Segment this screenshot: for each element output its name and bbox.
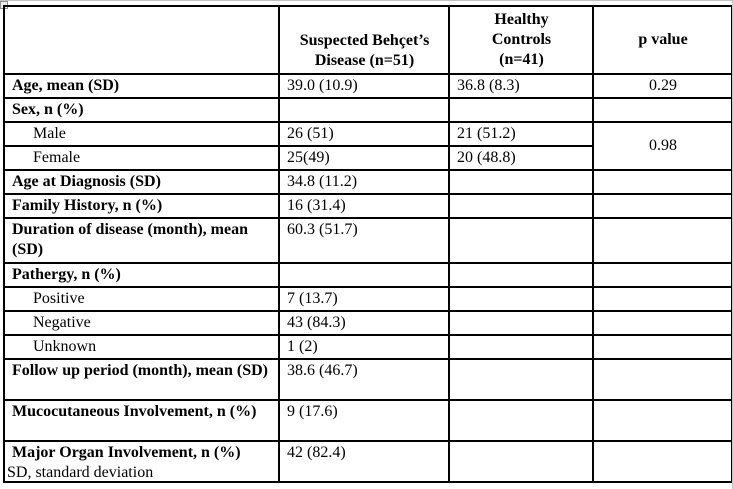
p-value-cell <box>592 286 732 312</box>
value-cell <box>278 262 450 288</box>
col-header-suspected-behcets-disease: Suspected Behçet’s Disease (n=51) <box>278 5 450 75</box>
row-label: Male <box>3 121 280 147</box>
value-cell <box>448 193 594 219</box>
value-cell: 60.3 (51.7) <box>278 217 450 264</box>
table-row-age: Age, mean (SD) 39.0 (10.9) 36.8 (8.3) 0.… <box>3 73 732 99</box>
value-cell <box>448 358 594 401</box>
table-row-pathergy-unknown: Unknown 1 (2) <box>3 334 732 360</box>
table-row-family-history: Family History, n (%) 16 (31.4) <box>3 193 732 219</box>
header-line: Healthy <box>494 11 549 28</box>
table-row-mucocutaneous: Mucocutaneous Involvement, n (%) 9 (17.6… <box>3 399 732 442</box>
table-row-sex: Sex, n (%) <box>3 97 732 123</box>
row-label: Mucocutaneous Involvement, n (%) <box>3 399 280 442</box>
table-row-pathergy-negative: Negative 43 (84.3) <box>3 310 732 336</box>
header-line: p value <box>638 31 688 48</box>
table-row-follow-up: Follow up period (month), mean (SD) 38.6… <box>3 358 732 401</box>
row-label: Sex, n (%) <box>3 97 280 123</box>
p-value-cell <box>592 97 732 123</box>
col-header-empty <box>3 5 280 75</box>
table-header-row: Suspected Behçet’s Disease (n=51) Health… <box>3 5 732 75</box>
value-cell <box>448 440 594 483</box>
row-label: Age, mean (SD) <box>3 73 280 99</box>
value-cell: 7 (13.7) <box>278 286 450 312</box>
row-label: Female <box>3 145 280 171</box>
p-value-cell <box>592 193 732 219</box>
value-cell: 21 (51.2) <box>448 121 594 147</box>
value-cell: 9 (17.6) <box>278 399 450 442</box>
value-cell: 25(49) <box>278 145 450 171</box>
header-line: (n=41) <box>499 51 544 68</box>
value-cell <box>448 286 594 312</box>
value-cell: 43 (84.3) <box>278 310 450 336</box>
table-row-female: Female 25(49) 20 (48.8) <box>3 145 732 171</box>
p-value-cell <box>592 399 732 442</box>
row-label: Positive <box>3 286 280 312</box>
value-cell: 34.8 (11.2) <box>278 169 450 195</box>
row-label: Duration of disease (month), mean (SD) <box>3 217 280 264</box>
header-line: Controls <box>491 31 552 48</box>
value-cell: 26 (51) <box>278 121 450 147</box>
table-row-age-at-diagnosis: Age at Diagnosis (SD) 34.8 (11.2) <box>3 169 732 195</box>
value-cell: 1 (2) <box>278 334 450 360</box>
header-line: Disease (n=51) <box>314 52 415 69</box>
p-value-cell <box>592 169 732 195</box>
value-cell: 36.8 (8.3) <box>448 73 594 99</box>
row-label: Negative <box>3 310 280 336</box>
p-value-cell <box>592 262 732 288</box>
table-row-major-organ: Major Organ Involvement, n (%) 42 (82.4) <box>3 440 732 483</box>
value-cell <box>448 310 594 336</box>
value-cell <box>278 97 450 123</box>
p-value-cell <box>592 440 732 483</box>
table-footnote: SD, standard deviation <box>7 464 154 481</box>
value-cell: 16 (31.4) <box>278 193 450 219</box>
value-cell <box>448 169 594 195</box>
p-value-cell <box>592 334 732 360</box>
table-row-duration: Duration of disease (month), mean (SD) 6… <box>3 217 732 264</box>
table-row-male: Male 26 (51) 21 (51.2) 0.98 <box>3 121 732 171</box>
value-cell: 38.6 (46.7) <box>278 358 450 401</box>
row-label: Age at Diagnosis (SD) <box>3 169 280 195</box>
value-cell <box>448 97 594 123</box>
col-header-p-value: p value <box>592 5 732 75</box>
table-row-pathergy: Pathergy, n (%) <box>3 262 732 288</box>
row-label: Major Organ Involvement, n (%) <box>3 440 280 483</box>
row-label: Follow up period (month), mean (SD) <box>3 358 280 401</box>
value-cell <box>448 399 594 442</box>
value-cell <box>448 262 594 288</box>
col-header-healthy-controls: Healthy Controls (n=41) <box>448 5 594 75</box>
value-cell: 20 (48.8) <box>448 145 594 171</box>
baseline-characteristics-table: Suspected Behçet’s Disease (n=51) Health… <box>3 5 732 483</box>
row-label: Family History, n (%) <box>3 193 280 219</box>
p-value-cell-sex: 0.98 <box>592 121 732 171</box>
p-value-cell: 0.29 <box>592 73 732 99</box>
value-cell <box>448 334 594 360</box>
row-label: Unknown <box>3 334 280 360</box>
p-value-cell <box>592 310 732 336</box>
table-row-pathergy-positive: Positive 7 (13.7) <box>3 286 732 312</box>
value-cell <box>448 217 594 264</box>
row-label: Pathergy, n (%) <box>3 262 280 288</box>
p-value-cell <box>592 217 732 264</box>
value-cell: 42 (82.4) <box>278 440 450 483</box>
header-line: Suspected Behçet’s <box>299 32 430 49</box>
p-value-cell <box>592 358 732 401</box>
value-cell: 39.0 (10.9) <box>278 73 450 99</box>
